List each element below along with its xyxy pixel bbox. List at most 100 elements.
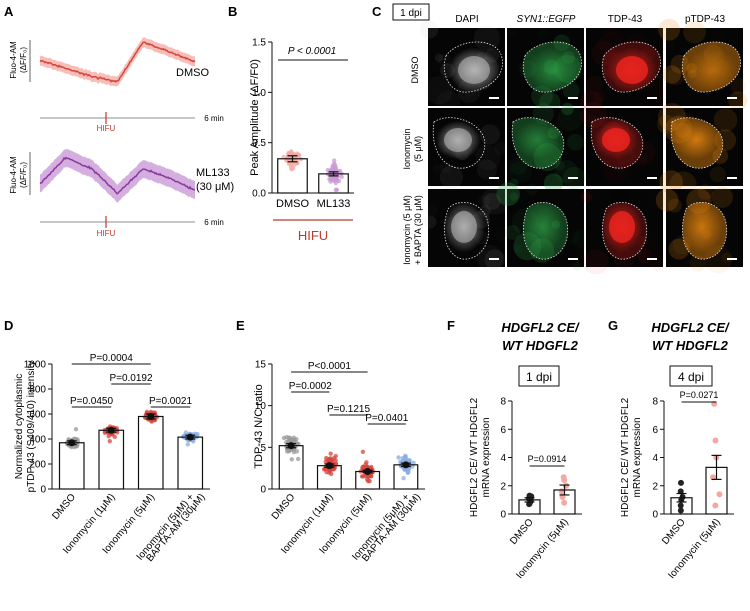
micrograph-row3-tdp43 <box>581 189 663 275</box>
D-ytick-label: 200 <box>29 460 46 471</box>
micrograph-row3-dapi <box>423 186 510 272</box>
panel-e-bracket-1-label: P<0.0001 <box>308 361 352 372</box>
D-xtick-label: DMSO <box>50 492 78 522</box>
micrograph-signal <box>439 165 464 189</box>
micrograph-signal <box>476 159 498 180</box>
G-ylabel: HDGFL2 CE/ WT HDGFL2 <box>620 397 631 517</box>
panel-f-title-1: HDGFL2 CE/ <box>501 320 580 335</box>
E-point <box>363 462 368 467</box>
micrograph-cell-outline <box>602 202 648 260</box>
micrograph-signal <box>659 170 683 194</box>
F-point <box>560 474 567 481</box>
B-point <box>281 154 286 160</box>
panel-c-column-headers: DAPI SYN1::EGFP TDP-43 pTDP-43 <box>455 14 725 25</box>
D-ytick-label: 400 <box>29 435 46 446</box>
panel-d-bracket-3-label: P=0.0450 <box>70 396 114 407</box>
micrograph-nucleus <box>681 201 723 253</box>
B-point <box>289 151 294 157</box>
panel-b-significance: P < 0.0001 <box>288 46 336 57</box>
F-ylabel: HDGFL2 CE/ WT HDGFL2 <box>469 397 480 517</box>
F-point <box>558 488 565 495</box>
panel-d-chart: 0 200 400 600 800 1000 Normalized cytoplasmic p… <box>14 353 210 564</box>
micrograph-signal <box>613 248 635 270</box>
micrograph-signal <box>509 178 519 188</box>
micrograph-signal <box>538 28 549 39</box>
B-ylabel: Peak Amplitude (ΔF/F0) <box>249 59 261 176</box>
micrograph-signal <box>476 244 503 272</box>
panel-g-chart: 0 2 4 6 8 HDGFL2 CE/ WT HDGFL2 mRNA expression… <box>620 390 734 581</box>
F-point <box>559 494 566 501</box>
G-point <box>716 491 723 498</box>
B-ytick-label: 1.0 <box>252 88 266 99</box>
D-mean-point <box>147 413 155 420</box>
micrograph-signal <box>425 203 438 216</box>
panel-c-time-badge-text: 1 dpi <box>400 8 422 19</box>
micrograph-nucleus-core <box>602 128 630 152</box>
micrograph-row1-tdp43 <box>580 28 663 113</box>
F-point <box>526 492 533 499</box>
micrograph-row3-ptdp43 <box>655 184 743 274</box>
micrograph-signal <box>630 102 643 115</box>
panel-g-label: G <box>608 318 618 333</box>
E-ytick-label: 5 <box>260 443 266 454</box>
panel-g-title-2: WT HDGFL2 <box>652 338 729 353</box>
micrograph-signal <box>572 262 582 271</box>
micrograph-nucleus-core <box>616 56 648 84</box>
E-point <box>411 460 416 466</box>
micrograph-signal <box>657 103 686 132</box>
E-mean-point <box>287 442 295 450</box>
D-ylabel: Normalized cytoplasmic <box>14 374 25 480</box>
E-point <box>367 478 372 484</box>
micrograph-nucleus-core <box>458 56 490 84</box>
D-ytick-label: 600 <box>29 410 46 421</box>
D-xtick-label: BAPTA-AM (30μM) <box>144 492 207 564</box>
micrograph-row2-ptdp43 <box>657 103 743 199</box>
E-ytick-label: 15 <box>255 360 267 371</box>
E-ytick-label: 0 <box>260 485 266 496</box>
micrograph-nucleus-core <box>444 128 472 152</box>
E-point <box>363 473 368 479</box>
panel-e-bracket-3-label: P=0.1215 <box>327 404 371 415</box>
micrograph-signal <box>711 186 733 208</box>
panel-d-label: D <box>4 318 13 333</box>
micrograph-cell-outline <box>601 41 661 93</box>
micrograph-cell-outline <box>522 41 582 93</box>
panel-d-bracket-4-label: P=0.0021 <box>149 396 193 407</box>
panel-f-title-2: WT HDGFL2 <box>502 338 579 353</box>
micrograph-signal <box>583 249 609 275</box>
panel-c-row1-label: DMSO <box>410 57 420 84</box>
micrograph-signal <box>670 54 690 74</box>
micrograph-signal <box>481 186 510 215</box>
micrograph-signal <box>709 166 726 183</box>
micrograph-signal <box>593 91 606 103</box>
F-ytick-label: 2 <box>500 481 506 492</box>
B-ytick-label: 0.5 <box>252 138 266 149</box>
ml133-trace-band <box>40 148 195 203</box>
micrograph-cell-outline <box>432 117 486 169</box>
panel-f-time-badge <box>518 365 560 387</box>
micrograph-signal <box>561 102 574 116</box>
panel-c-row2-label-1: Ionomycin <box>402 128 412 169</box>
panel-a-ylabel-bot-2: (ΔF/F₀) <box>19 162 28 188</box>
G-point <box>677 502 684 509</box>
D-bar <box>58 442 85 490</box>
panel-g-time-badge <box>669 365 713 387</box>
micrograph-row1-ptdp43 <box>658 18 748 111</box>
D-bar <box>137 415 164 490</box>
micrograph-signal <box>543 173 564 193</box>
micrograph-row2-syn1 <box>507 102 586 193</box>
micrograph-signal <box>509 192 519 202</box>
panel-g-bracket-label: P=0.0271 <box>680 390 719 400</box>
panel-c-col-tdp43: TDP-43 <box>608 14 643 25</box>
E-point <box>360 449 366 454</box>
G-ytick-label: 2 <box>652 481 658 492</box>
B-ytick-label: 1.5 <box>252 38 266 49</box>
panel-c-col-dapi: DAPI <box>455 14 478 25</box>
E-point <box>328 471 334 477</box>
D-mean-point <box>186 433 194 441</box>
micrograph-signal <box>525 183 538 196</box>
B-xtick-label: DMSO <box>276 198 309 210</box>
panel-b-hifu-label: HIFU <box>298 228 328 243</box>
micrograph-cell-outline <box>670 117 724 169</box>
